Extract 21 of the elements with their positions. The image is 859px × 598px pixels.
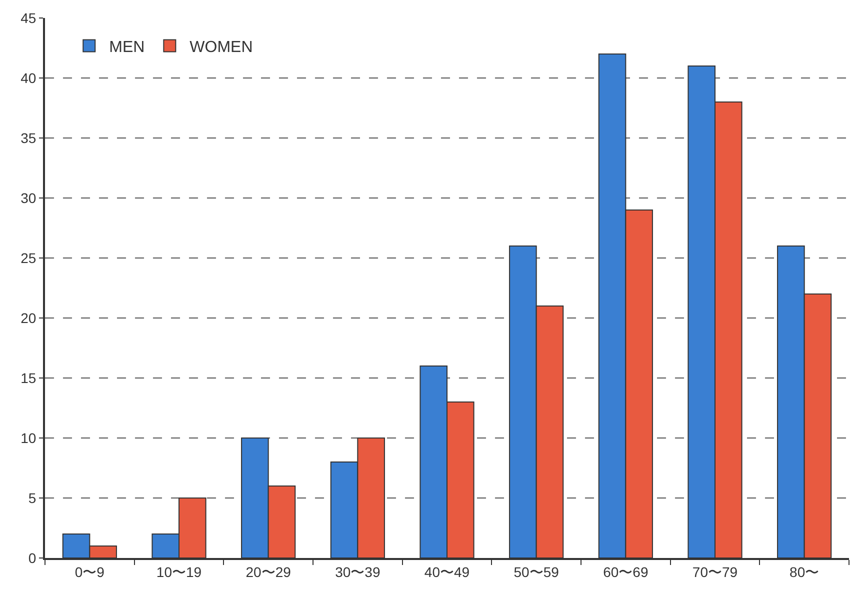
x-tick-label: 30〜39 <box>335 564 380 580</box>
x-tick-label: 40〜49 <box>424 564 470 580</box>
y-tick-label: 10 <box>20 430 36 446</box>
y-tick-label: 15 <box>20 370 36 386</box>
y-tick-label: 5 <box>28 490 36 506</box>
x-tick-label: 70〜79 <box>692 564 738 580</box>
x-tick-label: 80〜 <box>790 564 820 580</box>
y-tick-label: 40 <box>20 70 36 86</box>
legend-label: MEN <box>109 38 145 56</box>
x-tick-label: 10〜19 <box>156 564 202 580</box>
y-tick-label: 0 <box>28 550 36 566</box>
x-tick-label: 50〜59 <box>514 564 560 580</box>
y-tick-label: 20 <box>20 310 36 326</box>
y-tick-label: 30 <box>20 190 36 206</box>
x-tick-label: 20〜29 <box>246 564 292 580</box>
y-tick-label: 45 <box>20 10 36 26</box>
x-tick-label: 0〜9 <box>74 564 105 580</box>
x-tick-label: 60〜69 <box>603 564 648 580</box>
y-tick-label: 35 <box>20 130 36 146</box>
legend-label: WOMEN <box>190 38 253 56</box>
y-tick-label: 25 <box>20 250 36 266</box>
